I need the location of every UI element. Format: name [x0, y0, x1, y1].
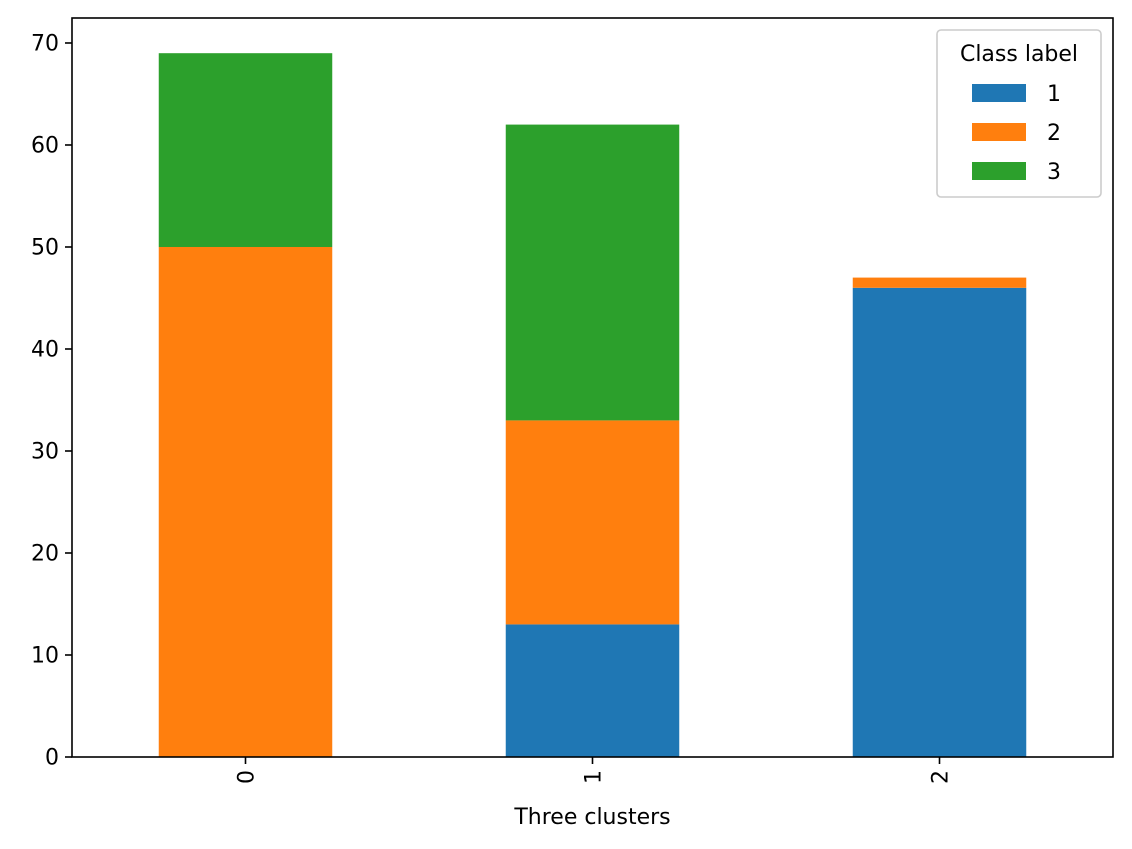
plot-frame [71, 17, 1114, 758]
y-tick-label: 70 [31, 31, 59, 56]
x-tick-label: 1 [582, 770, 607, 784]
bars-layer [158, 53, 1027, 757]
bar-cluster-2-class-1 [852, 287, 1027, 757]
y-tick-label: 30 [31, 439, 59, 464]
legend-title: Class label [960, 42, 1078, 67]
legend-swatch-1 [972, 84, 1026, 102]
y-tick-label: 20 [31, 541, 59, 566]
legend-label-3: 3 [1047, 160, 1061, 185]
bar-cluster-1-class-2 [505, 420, 680, 625]
y-tick-label: 50 [31, 235, 59, 260]
bar-cluster-0-class-2 [158, 246, 333, 757]
bar-cluster-2-class-2 [852, 277, 1027, 288]
legend-swatch-3 [972, 162, 1026, 180]
x-tick-label: 2 [929, 770, 954, 784]
y-tick-label: 60 [31, 133, 59, 158]
y-axis: 0 10 20 30 40 50 60 70 [31, 31, 72, 771]
y-tick-label: 10 [31, 643, 59, 668]
x-tick-label: 0 [235, 770, 260, 784]
legend-box [936, 29, 1102, 198]
legend-label-2: 2 [1047, 121, 1061, 146]
y-tick-label: 0 [45, 746, 59, 771]
x-axis: 0 1 2 [235, 757, 954, 784]
bar-cluster-0-class-3 [158, 53, 333, 247]
legend-swatch-2 [972, 123, 1026, 141]
bar-cluster-1-class-1 [505, 624, 680, 757]
legend: Class label 1 2 3 [936, 29, 1102, 198]
y-tick-label: 40 [31, 337, 59, 362]
x-axis-label: Three clusters [513, 805, 670, 830]
bar-cluster-1-class-3 [505, 124, 680, 421]
legend-label-1: 1 [1047, 82, 1061, 107]
